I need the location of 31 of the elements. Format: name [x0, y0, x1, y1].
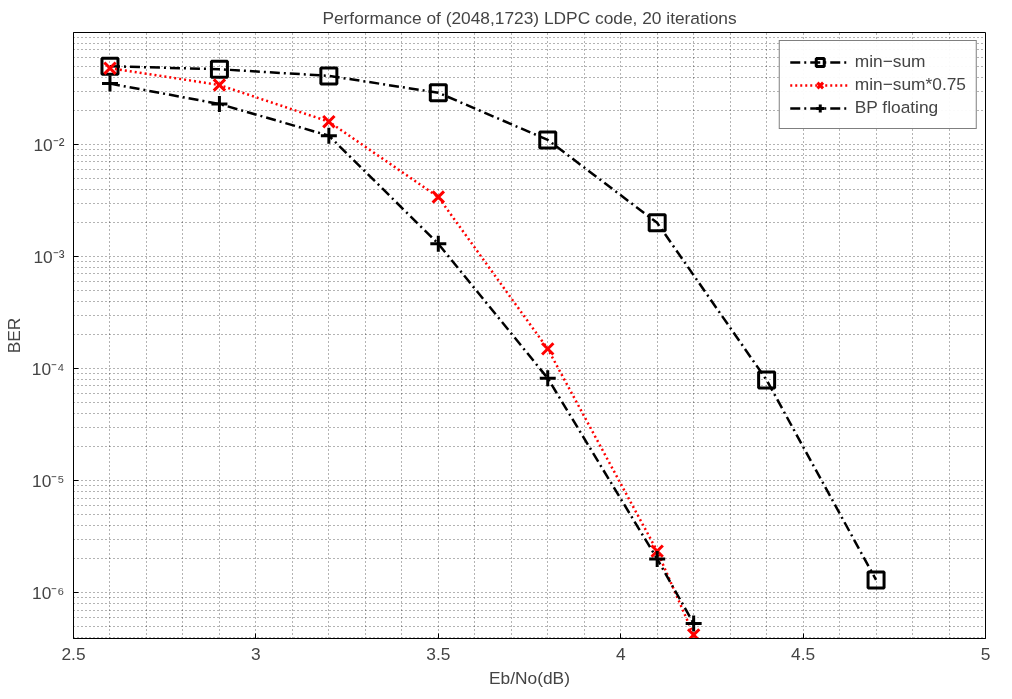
- y-tick-label: 10⁻²: [33, 134, 65, 155]
- point: [212, 77, 227, 93]
- point: [686, 627, 701, 639]
- chart-title: Performance of (2048,1723) LDPC code, 20 iterations: [322, 7, 737, 28]
- x-axis-title: Eb/No(dB): [489, 667, 570, 688]
- legend-label: min−sum*0.75: [854, 74, 966, 95]
- y-axis-title: BER: [3, 317, 24, 354]
- point: [540, 341, 555, 357]
- point: [321, 114, 337, 129]
- point: [428, 83, 448, 103]
- y-tick-label: 10⁻³: [33, 246, 65, 267]
- x-tick-label: 3: [251, 643, 261, 664]
- point: [102, 61, 118, 76]
- point: [100, 56, 120, 76]
- point: [209, 59, 229, 79]
- x-tick-label: 4.5: [791, 643, 816, 664]
- legend-label: min−sum: [854, 51, 926, 72]
- point: [538, 130, 558, 150]
- y-tick-label: 10⁻⁵: [32, 470, 65, 491]
- point: [431, 189, 446, 205]
- x-tick-label: 4: [615, 643, 626, 664]
- y-tick-label: 10⁻⁶: [32, 582, 65, 603]
- x-tick-label: 5: [980, 643, 991, 664]
- x-tick-label: 3.5: [426, 643, 451, 664]
- point: [647, 213, 667, 233]
- legend-label: BP floating: [854, 97, 939, 118]
- point: [757, 370, 777, 390]
- point: [866, 570, 886, 590]
- y-tick-label: 10⁻⁴: [31, 358, 65, 379]
- point: [319, 66, 339, 86]
- x-tick-label: 2.5: [61, 643, 86, 664]
